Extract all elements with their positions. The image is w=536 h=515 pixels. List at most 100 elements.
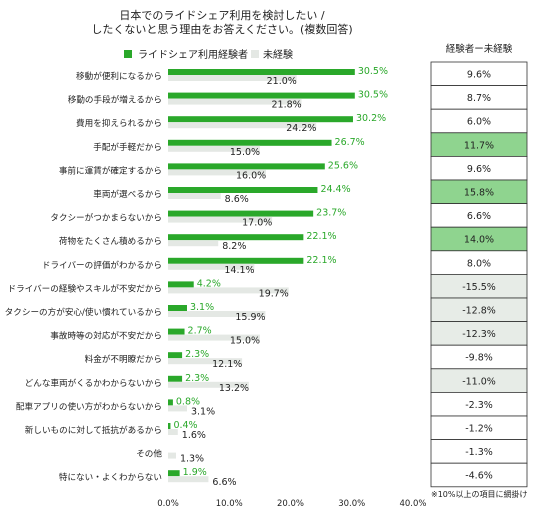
- table-cell-value: 11.7%: [464, 140, 494, 151]
- bar-inexperienced: [168, 405, 187, 412]
- value-label-experienced: 2.7%: [188, 326, 212, 337]
- category-label: 新しいものに対して抵抗があるから: [25, 424, 162, 436]
- value-label-experienced: 30.5%: [358, 90, 388, 101]
- value-label-inexperienced: 14.1%: [224, 265, 254, 276]
- table-cell-value: 15.8%: [464, 188, 494, 199]
- value-label-inexperienced: 17.0%: [242, 218, 272, 229]
- value-label-inexperienced: 21.0%: [267, 76, 297, 87]
- value-label-experienced: 2.3%: [185, 373, 209, 384]
- table-cell-value: -12.8%: [462, 306, 496, 317]
- bar-experienced: [168, 352, 183, 359]
- category-label: 事故時等の対応が不安だから: [50, 330, 162, 342]
- legend-swatch-experienced: [124, 50, 132, 58]
- bar-experienced: [168, 187, 318, 193]
- value-label-inexperienced: 8.2%: [222, 241, 246, 252]
- bar-inexperienced: [168, 75, 297, 81]
- table-cell-value: -1.3%: [465, 447, 493, 458]
- table-header: 経験者ー未経験: [446, 43, 513, 55]
- value-label-inexperienced: 1.3%: [180, 454, 204, 465]
- value-label-inexperienced: 19.7%: [259, 288, 289, 299]
- bar-inexperienced: [168, 216, 273, 223]
- bar-inexperienced: [168, 358, 243, 365]
- table-cell-value: 9.6%: [467, 70, 491, 81]
- category-label: 料金が不明瞭だから: [85, 353, 162, 365]
- table-cell-value: 6.6%: [467, 211, 491, 222]
- category-label: タクシーがつかまらないから: [50, 212, 162, 224]
- bar-inexperienced: [168, 381, 249, 388]
- legend-label-inexperienced: 未経験: [263, 48, 293, 61]
- x-tick-label: 40.0%: [399, 499, 426, 509]
- category-labels: 移動が便利になるから移動の手段が増えるから費用を抑えられるから手配が手軽だから事…: [5, 70, 163, 483]
- category-label: 配車アプリの使い方がわからないから: [16, 400, 162, 412]
- bar-inexperienced: [168, 263, 255, 270]
- legend-label-experienced: ライドシェア利用経験者: [138, 48, 248, 61]
- table-cell-value: 9.6%: [467, 164, 491, 175]
- bar-inexperienced: [168, 476, 209, 483]
- category-label: 移動の手段が増えるから: [68, 94, 162, 106]
- bars: 30.5% 21.0% 30.5% 21.8% 30.2% 24.2% 26.7% 15.0%…: [168, 66, 388, 488]
- category-label: ドライバーの評価がわかるから: [42, 259, 162, 271]
- x-axis: 0.0% 10.0% 20.0% 30.0% 40.0%: [157, 499, 426, 509]
- bar-inexperienced: [168, 122, 317, 129]
- value-label-experienced: 26.7%: [335, 137, 365, 148]
- bar-experienced: [168, 328, 185, 335]
- bar-inexperienced: [168, 193, 221, 199]
- table-cell-value: -4.6%: [465, 471, 493, 482]
- bar-experienced: [168, 210, 314, 217]
- category-label: 車両が選べるから: [93, 188, 162, 200]
- bar-inexperienced: [168, 287, 289, 294]
- x-tick-label: 10.0%: [216, 499, 243, 509]
- table-cell-value: -15.5%: [462, 282, 496, 293]
- value-label-inexperienced: 12.1%: [212, 359, 242, 370]
- bar-experienced: [168, 139, 332, 146]
- table-cell-value: -1.2%: [465, 424, 493, 435]
- value-label-inexperienced: 16.0%: [236, 170, 266, 181]
- value-label-inexperienced: 3.1%: [191, 406, 215, 417]
- table-note: ※10%以上の項目に網掛け: [431, 489, 527, 499]
- chart-title-line: 日本でのライドシェア利用を検討したい /: [119, 8, 324, 22]
- bar-experienced: [168, 399, 173, 406]
- value-label-inexperienced: 15.9%: [235, 312, 265, 323]
- value-label-experienced: 23.7%: [316, 208, 346, 219]
- table-cell-value: -2.3%: [465, 400, 493, 411]
- value-label-experienced: 0.4%: [173, 420, 197, 431]
- bar-experienced: [168, 92, 355, 99]
- category-label: 事前に運賃が確定するから: [59, 164, 162, 176]
- bar-inexperienced: [168, 452, 176, 459]
- category-label: どんな車両がくるかわからないから: [25, 377, 162, 389]
- legend-swatch-inexperienced: [251, 50, 259, 58]
- value-label-experienced: 4.2%: [197, 278, 221, 289]
- bar-inexperienced: [168, 311, 266, 317]
- category-label: 費用を抑えられるから: [76, 117, 162, 129]
- value-label-experienced: 24.4%: [320, 184, 350, 195]
- value-label-experienced: 30.5%: [358, 66, 388, 77]
- bar-experienced: [168, 69, 355, 75]
- bar-inexperienced: [168, 429, 178, 435]
- value-label-experienced: 22.1%: [306, 255, 336, 266]
- table-cell-value: -11.0%: [462, 376, 496, 387]
- value-label-inexperienced: 1.6%: [182, 430, 206, 441]
- table-cell-value: -12.3%: [462, 329, 496, 340]
- bar-inexperienced: [168, 240, 219, 247]
- value-label-inexperienced: 13.2%: [219, 383, 249, 394]
- value-label-inexperienced: 8.6%: [225, 194, 249, 205]
- value-label-inexperienced: 21.8%: [272, 100, 302, 111]
- value-label-inexperienced: 6.6%: [212, 477, 236, 488]
- x-tick-label: 30.0%: [338, 499, 365, 509]
- category-label: タクシーの方が安心/使い慣れているから: [5, 306, 162, 318]
- value-label-experienced: 25.6%: [328, 160, 358, 171]
- value-label-experienced: 3.1%: [190, 302, 214, 313]
- bar-inexperienced: [168, 98, 302, 105]
- category-label: 手配が手軽だから: [93, 141, 162, 153]
- table-cell: [430, 462, 528, 488]
- bar-experienced: [168, 281, 194, 288]
- category-label: 荷物をたくさん積めるから: [59, 235, 162, 247]
- value-label-experienced: 30.2%: [356, 113, 386, 124]
- table-cell-value: -9.8%: [465, 353, 493, 364]
- bar-inexperienced: [168, 169, 266, 176]
- table-cell-value: 8.0%: [467, 258, 491, 269]
- table-cell-value: 6.0%: [467, 117, 491, 128]
- category-label: 移動が便利になるから: [76, 70, 162, 82]
- value-label-experienced: 2.3%: [185, 349, 209, 360]
- bar-inexperienced: [168, 145, 260, 152]
